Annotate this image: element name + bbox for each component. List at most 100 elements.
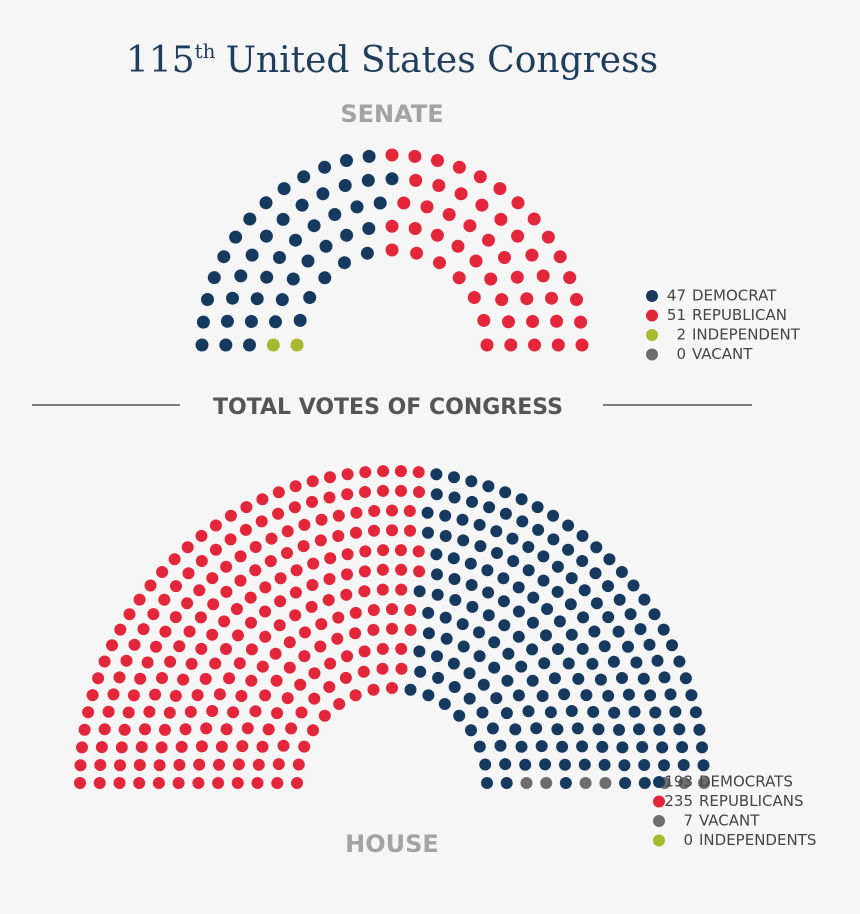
seat [658, 759, 670, 772]
seat [562, 657, 575, 670]
seat [168, 553, 181, 566]
seat [289, 233, 302, 247]
seat [433, 256, 446, 270]
seat [181, 597, 194, 610]
seat [648, 608, 661, 621]
seat [114, 759, 126, 772]
seat [548, 672, 561, 685]
seat [413, 645, 426, 658]
seat [491, 547, 503, 559]
seat [249, 564, 262, 577]
seat [272, 486, 285, 499]
seat [527, 616, 539, 629]
seat [526, 643, 539, 656]
seat [368, 505, 381, 517]
seat [224, 509, 237, 522]
legend-count: 47 [667, 287, 686, 305]
seat [598, 758, 611, 771]
seat [413, 585, 426, 598]
seat [182, 567, 195, 580]
seat [385, 243, 399, 257]
seat [565, 705, 578, 717]
seat [480, 338, 494, 352]
seat [482, 480, 495, 493]
seat [525, 248, 539, 262]
seat [556, 740, 569, 753]
legend-label: REPUBLICAN [692, 306, 787, 324]
seat [474, 540, 487, 553]
seat [490, 525, 503, 538]
seat [475, 198, 489, 212]
seat [213, 758, 225, 771]
seat [224, 533, 237, 546]
seat [386, 524, 398, 537]
seat [678, 777, 691, 789]
seat [298, 740, 311, 753]
seat [207, 271, 221, 285]
seat [592, 723, 605, 736]
seat [622, 688, 635, 701]
seat [679, 672, 692, 685]
seat [367, 683, 380, 696]
seat [234, 550, 247, 563]
seat [297, 170, 311, 184]
seat [637, 672, 650, 685]
seat [217, 250, 231, 264]
seat [120, 654, 133, 667]
seat [422, 627, 435, 640]
legend-count: 2 [676, 326, 686, 344]
seat [685, 689, 698, 702]
seat [349, 627, 362, 640]
seat [430, 468, 443, 481]
seat [175, 740, 188, 753]
seat [689, 706, 702, 719]
legend-swatch [653, 815, 665, 827]
seat [451, 239, 465, 253]
seat [457, 534, 470, 547]
seat [535, 740, 548, 753]
seat [579, 777, 592, 789]
seat [98, 723, 111, 736]
section-title: HOUSE [345, 830, 439, 858]
seat [562, 519, 575, 532]
seat [259, 605, 272, 618]
seat [477, 678, 490, 691]
seat [448, 573, 461, 585]
seat [82, 706, 95, 719]
seat [377, 465, 390, 478]
seat [669, 705, 682, 718]
seat [574, 315, 588, 329]
seat [519, 758, 532, 771]
seat [482, 609, 495, 622]
seat [412, 466, 425, 479]
seat [269, 315, 282, 329]
legend-swatch [653, 795, 665, 808]
seat [465, 579, 478, 591]
seat [227, 706, 240, 719]
seat [488, 661, 501, 674]
seat [615, 566, 628, 578]
seat [528, 338, 541, 352]
seat [447, 657, 460, 670]
seat [220, 723, 233, 736]
seat [551, 560, 564, 573]
seat [696, 741, 708, 754]
seat [563, 271, 577, 285]
seat [619, 777, 632, 789]
seat [135, 741, 148, 753]
seat [497, 595, 510, 608]
seat [245, 674, 258, 687]
legend-label: INDEPENDENT [692, 326, 801, 344]
seat [318, 160, 332, 174]
seat [376, 642, 389, 655]
seat [559, 758, 571, 771]
seat [360, 246, 374, 260]
seat [564, 598, 577, 611]
seat [395, 484, 407, 497]
seat [195, 740, 208, 753]
seat [431, 650, 443, 663]
seat [562, 543, 575, 556]
seat [376, 583, 389, 596]
seat [494, 739, 507, 752]
seat [349, 606, 362, 619]
